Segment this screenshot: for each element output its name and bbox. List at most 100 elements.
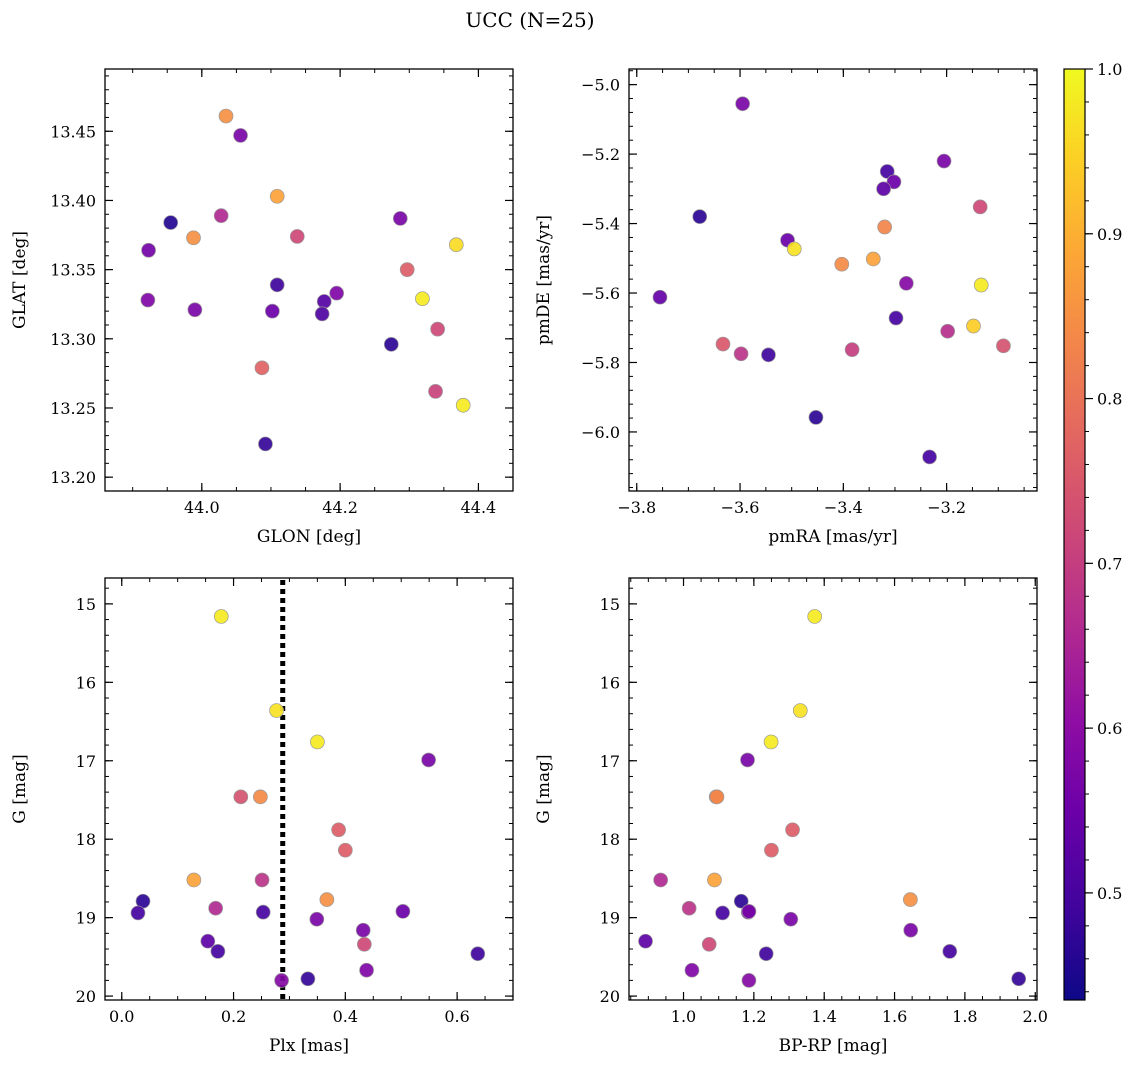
scatter-panel-bprp-g: 1.0 1.2 1.4 1.6 1.8 2.0 15 16 17 18 19 20 BP-RP [mag… (534, 577, 1048, 1056)
scatter-point (876, 181, 891, 197)
scatter-point (359, 962, 374, 978)
scatter-point (709, 789, 725, 805)
y-tick-label: 13.30 (50, 330, 96, 349)
y-tick-label: 19 (600, 909, 620, 928)
y-tick-label: 16 (600, 673, 620, 692)
y-tick-label: 16 (76, 673, 96, 692)
scatter-point (329, 285, 345, 301)
scatter-point (213, 208, 229, 224)
scatter-point (254, 360, 270, 376)
scatter-point (264, 303, 280, 319)
scatter-point (940, 323, 956, 339)
scatter-point (421, 752, 436, 768)
y-tick-label: 13.25 (50, 399, 96, 418)
scatter-point (392, 211, 408, 226)
scatter-point (903, 922, 919, 938)
scatter-point (783, 911, 799, 927)
x-tick-label: 44.0 (184, 498, 220, 517)
scatter-point (735, 96, 750, 112)
scatter-point (972, 199, 988, 215)
colorbar-tick-label: 1.0 (1097, 60, 1122, 79)
y-axis-label: G [mag] (10, 754, 30, 823)
scatter-points (652, 96, 1011, 465)
scatter-point (715, 905, 730, 921)
scatter-point (208, 900, 224, 916)
x-tick-label: 0.0 (109, 1007, 134, 1026)
colorbar: 0.5 0.6 0.7 0.8 0.9 1.0 (1063, 60, 1122, 1001)
scatter-point (761, 347, 776, 363)
scatter-point (966, 318, 981, 334)
x-tick-label: 0.6 (444, 1007, 469, 1026)
scatter-point (428, 384, 443, 399)
scatter-point (314, 306, 330, 322)
scatter-point (808, 410, 824, 425)
scatter-point (233, 789, 249, 805)
scatter-point (652, 289, 668, 305)
x-tick-label: 44.4 (461, 498, 497, 517)
scatter-point (274, 973, 289, 988)
x-tick-label: −3.4 (824, 498, 863, 517)
y-axis-label: pmDE [mas/yr] (534, 215, 554, 345)
scatter-point (130, 905, 146, 921)
scatter-point (973, 277, 989, 293)
y-tick-label: 17 (76, 752, 96, 771)
scatter-point (448, 237, 464, 253)
x-axis-label: GLON [deg] (257, 527, 361, 547)
scatter-point (733, 893, 749, 909)
scatter-point (653, 872, 669, 888)
scatter-point (898, 275, 914, 291)
scatter-point (309, 911, 325, 927)
scatter-point (942, 944, 958, 959)
y-tick-label: −5.4 (581, 215, 620, 234)
y-axis-label: G [mag] (534, 754, 554, 823)
scatter-point (741, 904, 757, 919)
scatter-point (877, 219, 892, 235)
colorbar-tick-label: 0.7 (1097, 554, 1122, 573)
scatter-point (638, 933, 653, 949)
axes-frame (104, 577, 514, 1001)
scatter-point (356, 936, 372, 952)
x-tick-label: 1.2 (741, 1007, 766, 1026)
scatter-points (638, 609, 1027, 988)
ticks: 1.0 1.2 1.4 1.6 1.8 2.0 15 16 17 18 19 20 (600, 578, 1048, 1026)
scatter-point (254, 872, 270, 888)
y-tick-label: 19 (76, 909, 96, 928)
scatter-point (269, 188, 285, 204)
ticks: −3.8 −3.6 −3.4 −3.2 −6.0 −5.8 −5.6 −5.4 −5.2 −5.0 (581, 69, 1037, 517)
scatter-point (186, 872, 202, 888)
x-tick-label: −3.6 (721, 498, 760, 517)
y-tick-label: 15 (76, 595, 96, 614)
x-tick-label: 44.2 (322, 498, 358, 517)
scatter-point (785, 822, 800, 838)
scatter-point (903, 892, 918, 907)
x-tick-label: 1.8 (952, 1007, 977, 1026)
scatter-point (865, 251, 881, 267)
y-tick-label: 13.40 (50, 191, 96, 210)
x-tick-label: −3.8 (617, 498, 656, 517)
scatter-point (218, 108, 234, 124)
scatter-point (399, 262, 415, 277)
scatter-point (763, 734, 779, 750)
scatter-point (186, 230, 201, 246)
scatter-panel-glon-glat: 44.0 44.2 44.4 13.20 13.25 13.30 13.35 13.40 13.… (10, 68, 514, 547)
scatter-point (455, 397, 471, 413)
scatter-point (289, 229, 305, 244)
scatter-point (310, 734, 325, 750)
ticks: 44.0 44.2 44.4 13.20 13.25 13.30 13.35 13.40 13.… (50, 69, 514, 517)
scatter-point (430, 321, 445, 337)
scatter-point (415, 291, 430, 307)
scatter-point (715, 336, 731, 352)
scatter-point (355, 922, 371, 938)
y-tick-label: −5.8 (581, 353, 620, 372)
scatter-point (163, 215, 179, 230)
scatter-point (213, 609, 229, 624)
scatter-point (255, 904, 271, 920)
scatter-point (692, 209, 708, 224)
colorbar-tick-label: 0.9 (1097, 225, 1122, 244)
scatter-point (200, 933, 216, 949)
x-tick-label: 2.0 (1023, 1007, 1048, 1026)
scatter-point (253, 789, 268, 805)
scatter-point (936, 153, 952, 169)
y-tick-label: 18 (76, 830, 96, 849)
scatter-point (764, 842, 779, 858)
